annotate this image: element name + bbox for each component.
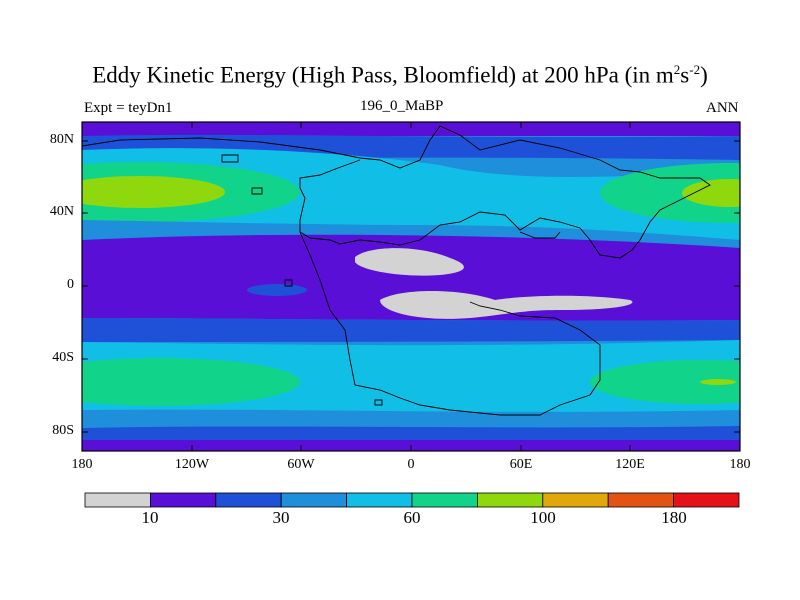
colorbar-swatch <box>149 492 217 508</box>
map-title: Eddy Kinetic Energy (High Pass, Bloomfie… <box>92 62 708 88</box>
band-south-light <box>82 340 740 425</box>
north-storm-outer-east <box>600 163 740 223</box>
colorbar-label-180: 180 <box>661 508 687 527</box>
colorbar <box>84 492 740 508</box>
season-label: ANN <box>706 100 739 116</box>
lon-tick-120e: 120E <box>615 457 645 472</box>
band-south-lower <box>82 409 740 430</box>
lon-tick-120w: 120W <box>174 457 210 472</box>
south-storm-outer <box>82 358 300 406</box>
lat-tick-40n: 40N <box>49 204 74 219</box>
colorbar-swatch <box>280 492 348 508</box>
colorbar-swatch <box>411 492 478 508</box>
lon-tick-60e: 60E <box>509 457 533 472</box>
lon-tick-180w: 180 <box>71 457 93 472</box>
north-storm-core <box>82 176 225 208</box>
min-patch-equator <box>380 291 633 319</box>
case-label: 196_0_MaBP <box>360 98 444 114</box>
colorbar-label-60: 60 <box>403 508 421 527</box>
lon-tick-180e: 180 <box>729 457 751 472</box>
band-south-blue <box>82 318 740 342</box>
colorbar-swatch <box>215 492 282 508</box>
colorbar-swatch <box>673 492 740 508</box>
lat-tick-marks <box>82 140 740 433</box>
map-field <box>82 122 740 451</box>
lat-tick-0: 0 <box>67 277 74 292</box>
experiment-label: Expt = teyDn1 <box>84 100 173 116</box>
colorbar-swatch <box>542 492 609 508</box>
colorbar-swatch <box>476 492 544 508</box>
band-south-polar-blue <box>82 426 740 440</box>
north-storm-core-east <box>682 179 740 207</box>
lon-tick-marks <box>81 122 741 451</box>
south-storm-outer-east <box>590 360 740 404</box>
colorbar-swatch <box>607 492 675 508</box>
colorbar-swatch <box>84 492 151 508</box>
colorbar-swatch <box>346 492 413 508</box>
colorbar-label-10: 10 <box>141 508 159 527</box>
colorbar-label-30: 30 <box>272 508 290 527</box>
lon-tick-0: 0 <box>407 457 415 472</box>
south-storm-core <box>700 379 736 385</box>
tropical-blue-patch <box>247 284 307 296</box>
lon-tick-60w: 60W <box>287 457 315 472</box>
colorbar-label-100: 100 <box>530 508 556 527</box>
lat-tick-40s: 40S <box>52 350 74 365</box>
min-patch-north <box>355 248 464 276</box>
continent-outline <box>82 125 711 416</box>
lat-tick-80s: 80S <box>52 423 74 438</box>
band-north-polar <box>82 122 740 136</box>
lat-tick-80n: 80N <box>49 132 74 147</box>
